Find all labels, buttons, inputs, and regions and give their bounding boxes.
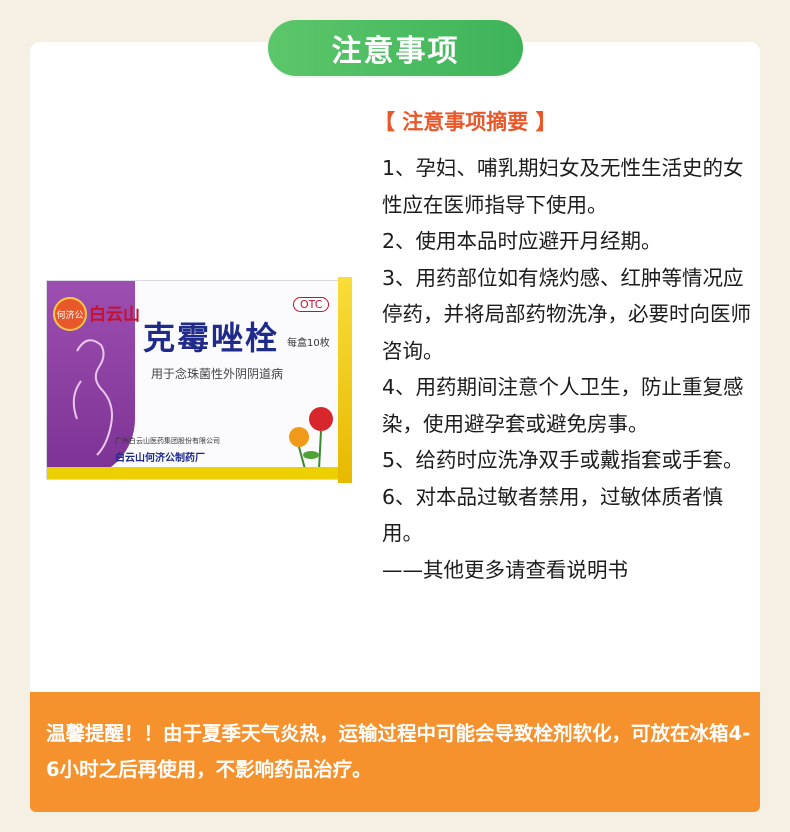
list-item: 3、用药部位如有烧灼感、红肿等情况应停药，并将局部药物洗净，必要时向医师咨询。 [382, 265, 751, 363]
list-item: 6、对本品过敏者禁用，过敏体质者慎用。 [382, 484, 724, 546]
list-item: 5、给药时应洗净双手或戴指套或手套。 [382, 448, 744, 472]
list-item: 1、孕妇、哺乳期妇女及无性生活史的女性应在医师指导下使用。 [382, 156, 744, 217]
warm-tip-text: 温馨提醒！！由于夏季天气炎热，运输过程中可能会导致栓剂软化，可放在冰箱4-6小时… [46, 722, 751, 781]
manufacturer-line-1: 广州白云山医药集团股份有限公司 [115, 437, 220, 445]
rose-flower-icon [289, 407, 333, 470]
section-title: 注意事项 [268, 20, 523, 76]
precautions-list: 1、孕妇、哺乳期妇女及无性生活史的女性应在医师指导下使用。 2、使用本品时应避开… [382, 150, 757, 588]
package-count: 每盒10枚 [287, 338, 330, 349]
product-image: 何济公 白云山 克霉唑栓 OTC 每盒10枚 用于念珠菌性外阴阴道病 广州白云山… [46, 277, 352, 483]
otc-badge: OTC [293, 297, 330, 312]
brand-logo: 白云山 [89, 305, 140, 325]
woman-silhouette-icon [72, 339, 113, 456]
warm-tip-banner: 温馨提醒！！由于夏季天气炎热，运输过程中可能会导致栓剂软化，可放在冰箱4-6小时… [30, 692, 760, 812]
box-bottom-strip [47, 467, 339, 479]
see-manual-note: ——其他更多请查看说明书 [382, 557, 628, 582]
list-item: 4、用药期间注意个人卫生，防止重复感染，使用避孕套或避免房事。 [382, 375, 744, 436]
box-front: 何济公 白云山 克霉唑栓 OTC 每盒10枚 用于念珠菌性外阴阴道病 广州白云山… [46, 280, 340, 480]
manufacturer-line-2: 白云山何济公制药厂 [115, 453, 205, 464]
product-name: 克霉唑栓 [143, 319, 280, 357]
summary-heading: 【 注意事项摘要 】 [374, 110, 557, 134]
list-item: 2、使用本品时应避开月经期。 [382, 229, 662, 253]
box-side [338, 277, 352, 483]
product-usage: 用于念珠菌性外阴阴道病 [151, 367, 284, 381]
brand-seal-icon: 何济公 [53, 297, 87, 331]
